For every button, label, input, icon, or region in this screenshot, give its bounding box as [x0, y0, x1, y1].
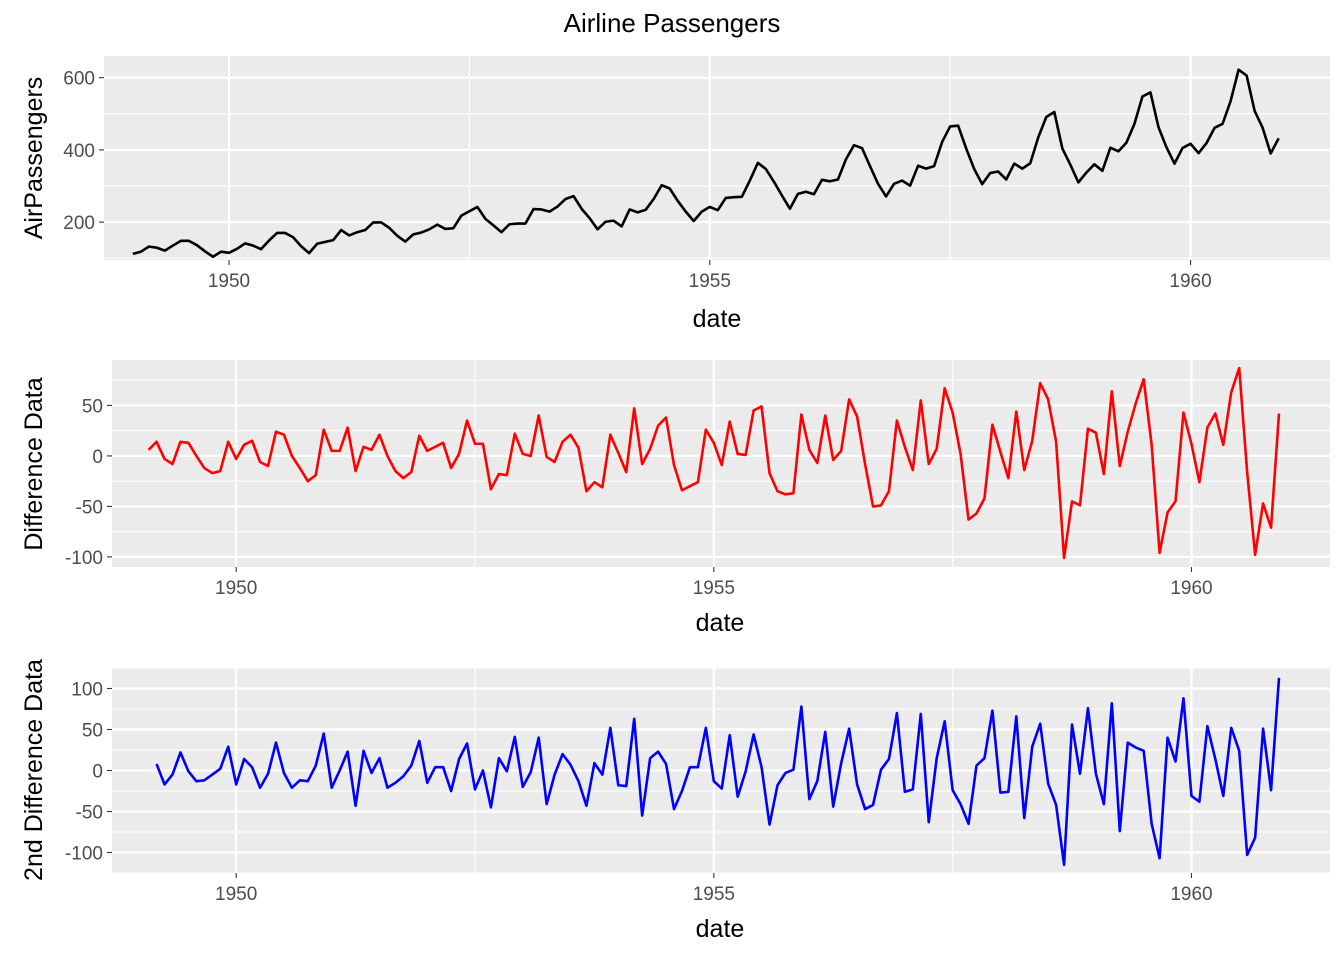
grid-lines [104, 56, 1330, 260]
grid-lines [112, 360, 1330, 567]
panel-difference: -100 -50 0 50 1950 1955 1960 date Difference … [20, 360, 1330, 637]
x-tick-labels: 1950 1955 1960 [208, 260, 1212, 292]
y-tick-label: 50 [82, 721, 103, 742]
x-tick-label: 1955 [689, 271, 731, 292]
x-tick-label: 1960 [1169, 271, 1211, 292]
series-line [147, 366, 1281, 560]
x-axis-title: date [696, 915, 745, 943]
y-axis-title: AirPassengers [20, 77, 48, 240]
y-axis-title: 2nd Difference Data [20, 659, 48, 881]
x-tick-label: 1955 [693, 884, 735, 905]
x-tick-labels: 1950 1955 1960 [215, 567, 1213, 599]
series-line [132, 68, 1280, 259]
y-tick-label: -100 [65, 548, 103, 569]
y-tick-label: 0 [92, 762, 103, 783]
x-tick-label: 1950 [215, 884, 257, 905]
x-tick-label: 1950 [215, 578, 257, 599]
y-tick-label: -50 [76, 803, 103, 824]
panel-airpassengers: 200 400 600 1950 1955 1960 date AirPassenger… [20, 56, 1330, 333]
y-tick-label: 600 [63, 69, 95, 90]
y-tick-labels: 200 400 600 [63, 69, 104, 234]
y-tick-labels: -100 -50 0 50 [65, 396, 112, 569]
y-tick-label: 200 [63, 213, 95, 234]
panel-background [104, 56, 1330, 260]
x-tick-labels: 1950 1955 1960 [215, 873, 1213, 905]
x-tick-label: 1955 [693, 578, 735, 599]
y-axis-title: Difference Data [20, 377, 48, 550]
x-axis-title: date [696, 609, 745, 637]
x-tick-label: 1960 [1170, 578, 1212, 599]
y-tick-label: 50 [82, 396, 103, 417]
series-line [155, 677, 1281, 867]
x-tick-label: 1960 [1170, 884, 1212, 905]
y-tick-label: 400 [63, 141, 95, 162]
grid-lines [112, 667, 1330, 874]
x-axis-title: date [693, 305, 742, 333]
y-tick-label: -100 [65, 844, 103, 865]
y-tick-labels: -100 -50 0 50 100 [65, 680, 112, 865]
y-tick-label: 0 [92, 447, 103, 468]
x-tick-label: 1950 [208, 271, 250, 292]
y-tick-label: -50 [76, 497, 103, 518]
figure-title: Airline Passengers [564, 8, 781, 38]
y-tick-label: 100 [71, 680, 103, 701]
panel-second-difference: -100 -50 0 50 100 1950 1955 1960 date 2nd Diff… [20, 659, 1330, 943]
